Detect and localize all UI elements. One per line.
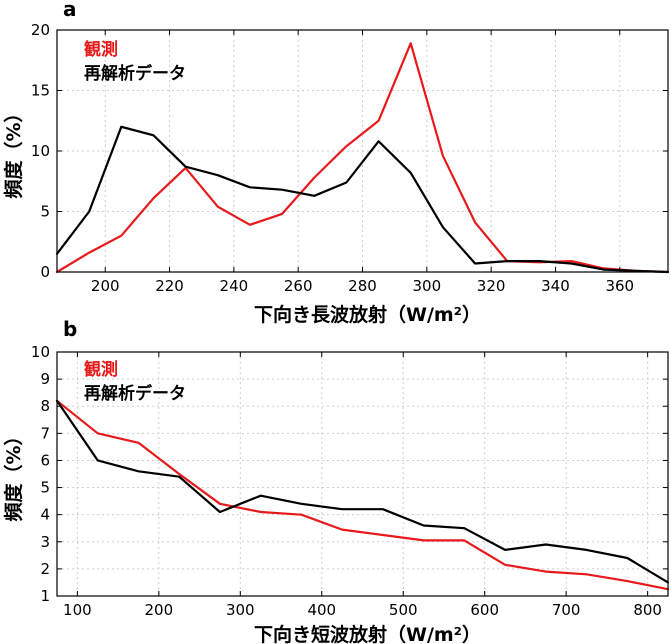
y-tick-label: 5 [40, 479, 50, 497]
y-tick-label: 10 [31, 343, 50, 361]
x-tick-label: 100 [63, 601, 92, 619]
y-tick-label: 15 [31, 82, 50, 100]
y-tick-label: 7 [40, 424, 50, 442]
y-tick-label: 9 [40, 370, 50, 388]
y-tick-label: 2 [40, 560, 50, 578]
panel-label: b [63, 317, 77, 341]
x-tick-label: 400 [307, 601, 336, 619]
x-tick-label: 500 [389, 601, 418, 619]
x-tick-label: 240 [220, 277, 249, 295]
x-tick-label: 300 [226, 601, 255, 619]
x-tick-label: 220 [155, 277, 184, 295]
legend-entry-observed: 観測 [84, 359, 118, 380]
series-line-observed [55, 42, 670, 274]
legend-entry-observed: 観測 [84, 39, 118, 60]
panel-label: a [63, 0, 77, 21]
x-axis-label: 下向き短波放射（W/m²） [254, 623, 481, 644]
y-tick-label: 4 [40, 506, 50, 524]
x-tick-label: 700 [552, 601, 581, 619]
x-tick-label: 320 [477, 277, 506, 295]
x-tick-label: 260 [284, 277, 313, 295]
series-line-reanalysis [55, 125, 670, 274]
series-line-observed [55, 399, 670, 591]
y-tick-label: 1 [40, 587, 50, 605]
x-tick-label: 280 [348, 277, 377, 295]
y-axis-label: 頻度（%） [2, 426, 25, 521]
y-tick-label: 20 [31, 21, 50, 39]
x-tick-label: 360 [605, 277, 634, 295]
series-line-reanalysis [55, 399, 670, 584]
x-axis-label: 下向き長波放射（W/m²） [254, 303, 481, 326]
x-tick-label: 200 [91, 277, 120, 295]
chart-panel-a: a 200 220 240 260 280 300 320 340 360 0 5 10 15 20 下向き長… [2, 0, 670, 326]
y-tick-label: 10 [31, 142, 50, 160]
x-tick-label: 800 [633, 601, 662, 619]
x-tick-label: 340 [541, 277, 570, 295]
y-tick-label: 6 [40, 451, 50, 469]
legend-entry-reanalysis: 再解析データ [84, 383, 186, 404]
y-tick-label: 3 [40, 533, 50, 551]
y-axis-label: 頻度（%） [2, 103, 25, 198]
chart-panel-b: b 100 200 300 400 500 600 700 800 1 2 3 4 5 6 7 8 9 10 下向き短… [2, 317, 670, 644]
x-tick-label: 300 [412, 277, 441, 295]
x-tick-label: 200 [145, 601, 174, 619]
x-tick-label: 600 [470, 601, 499, 619]
legend-entry-reanalysis: 再解析データ [84, 63, 186, 84]
y-tick-label: 8 [40, 397, 50, 415]
plot-frame [56, 351, 669, 597]
y-tick-label: 5 [40, 203, 50, 221]
y-tick-label: 0 [40, 263, 50, 281]
